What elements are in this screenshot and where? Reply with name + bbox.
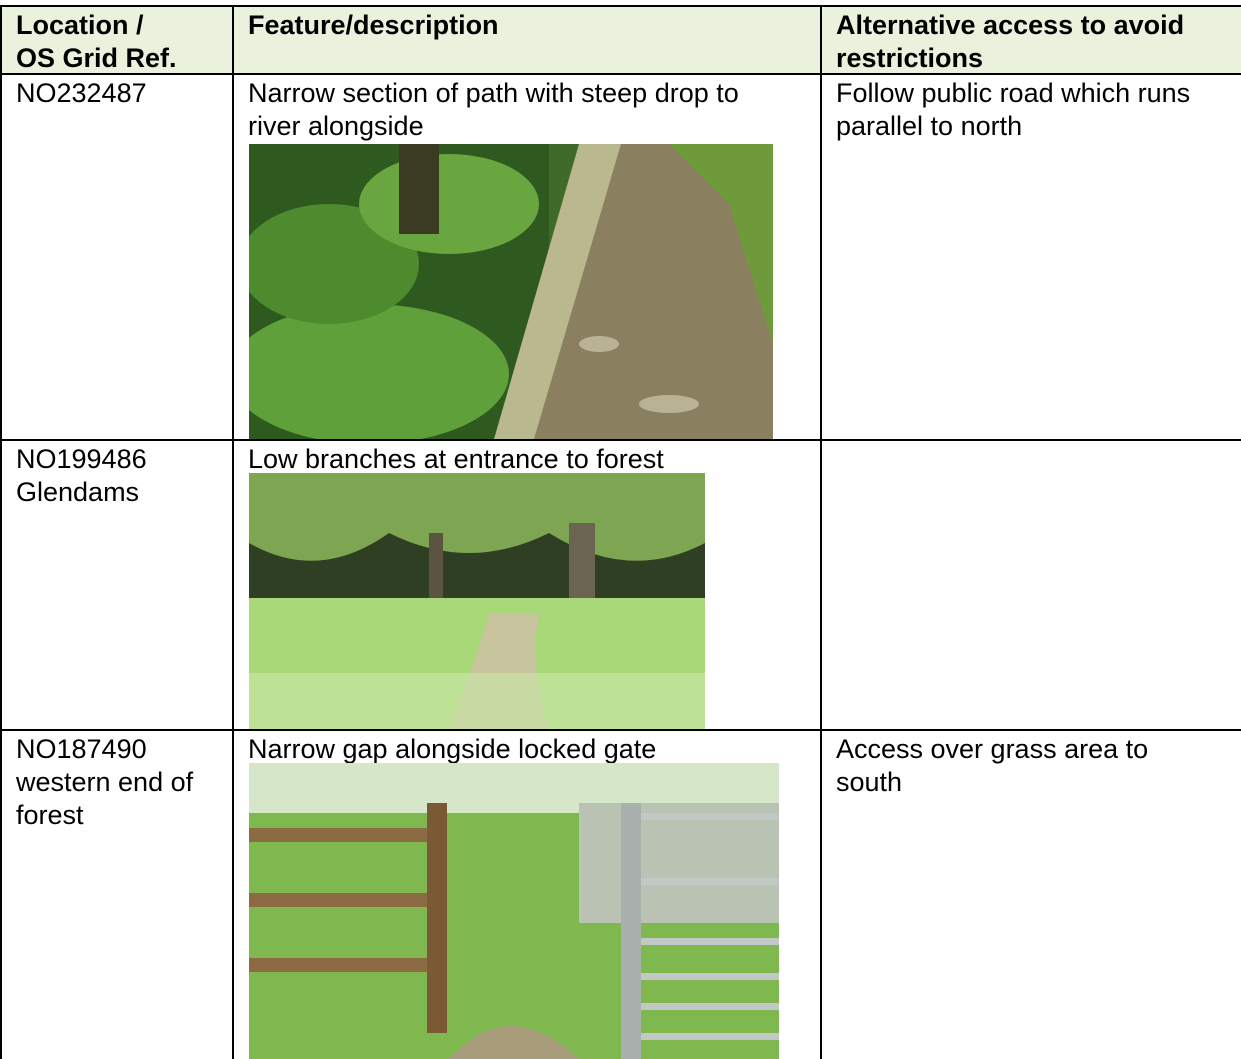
text-line: parallel to north [836,111,1023,141]
text-line: Alternative access to avoid [836,10,1185,40]
text-line: NO187490 [16,734,147,764]
alternative-cell [820,439,1241,731]
feature-cell: Narrow section of path with steep drop t… [232,73,822,441]
alternative-cell: Access over grass area to south [820,729,1241,1059]
alternative-cell: Follow public road which runs parallel to… [820,73,1241,441]
photo [249,473,705,729]
text-line: NO199486 [16,444,147,474]
text-line: Narrow gap alongside locked gate [248,734,657,764]
text-line: south [836,767,903,797]
text-line: Low branches at entrance to forest [248,444,664,474]
text-line: forest [16,800,84,830]
text-line: restrictions [836,43,984,73]
header-alternative-cell: Alternative access to avoid restrictions [820,5,1241,75]
photo [249,763,779,1059]
text-line: Narrow section of path with steep drop t… [248,78,739,108]
header-feature-cell: Feature/description [232,5,822,75]
text-line: Access over grass area to [836,734,1149,764]
feature-cell: Low branches at entrance to forest [232,439,822,731]
photo [249,144,773,439]
text-line: Location / [16,10,144,40]
location-cell: NO232487 [0,73,234,441]
text-line: Feature/description [248,10,499,40]
feature-cell: Narrow gap alongside locked gate [232,729,822,1059]
text-line: western end of [16,767,194,797]
header-location-cell: Location / OS Grid Ref. [0,5,234,75]
text-line: NO232487 [16,78,147,108]
location-cell: NO199486 Glendams [0,439,234,731]
text-line: OS Grid Ref. [16,43,177,73]
text-line: river alongside [248,111,424,141]
text-line: Glendams [16,477,140,507]
location-cell: NO187490 western end of forest [0,729,234,1059]
text-line: Follow public road which runs [836,78,1191,108]
